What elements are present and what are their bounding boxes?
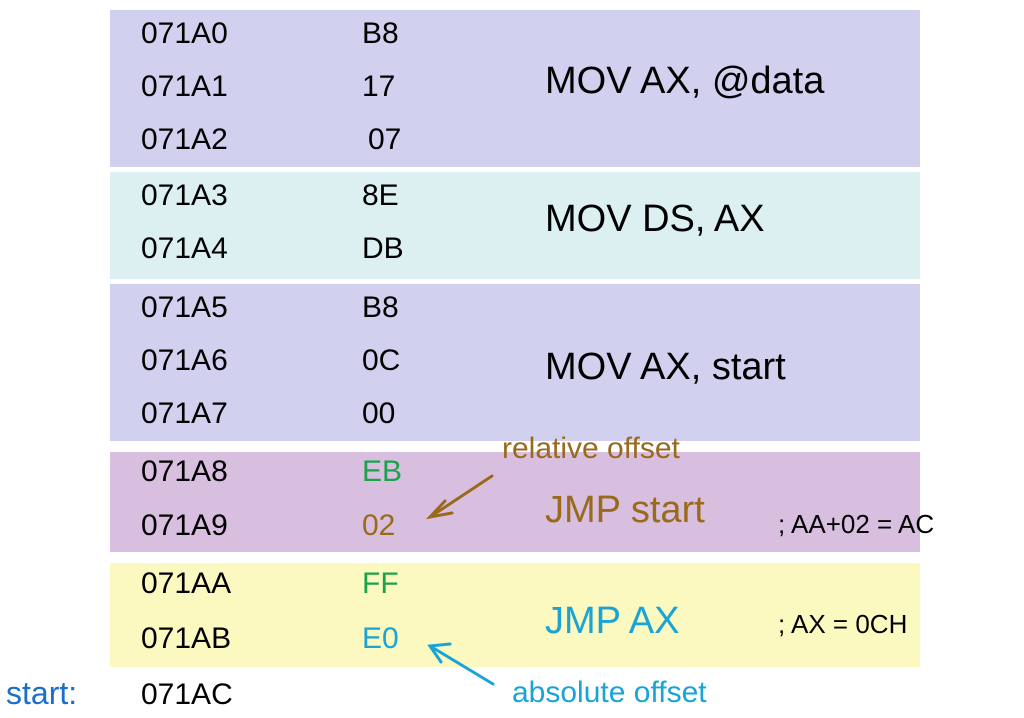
instruction-text: MOV AX, @data (545, 60, 825, 102)
address: 071A8 (141, 455, 228, 488)
byte-value: 07 (368, 123, 402, 156)
address: 071AC (141, 678, 233, 711)
address: 071AB (141, 622, 232, 655)
byte-value: 02 (362, 509, 396, 542)
relative-offset-label: relative offset (502, 432, 680, 465)
byte-value: EB (362, 455, 403, 488)
block-jmp-start (110, 452, 920, 552)
address: 071A2 (141, 123, 228, 156)
start-label: start: (6, 675, 78, 711)
instruction-text: MOV AX, start (545, 346, 786, 388)
address: 071A1 (141, 70, 228, 103)
instruction-comment: ; AX = 0CH (778, 609, 908, 639)
absolute-offset-label: absolute offset (512, 676, 707, 709)
byte-value: 00 (362, 397, 396, 430)
byte-value: B8 (362, 291, 399, 324)
byte-value: 0C (362, 344, 401, 377)
block-mov-ds-ax (110, 172, 920, 279)
address: 071A7 (141, 397, 228, 430)
instruction-text: JMP AX (545, 600, 680, 642)
instruction-text: JMP start (545, 489, 705, 531)
address: 071A5 (141, 291, 228, 324)
address: 071A3 (141, 179, 228, 212)
byte-value: B8 (362, 17, 399, 50)
address: 071A9 (141, 509, 228, 542)
byte-value: DB (362, 232, 404, 265)
block-mov-ax-start (110, 284, 920, 441)
address: 071A0 (141, 17, 228, 50)
address: 071A6 (141, 344, 228, 377)
byte-value: E0 (362, 622, 399, 655)
block-mov-ax-data (110, 10, 920, 167)
instruction-text: MOV DS, AX (545, 198, 765, 240)
instruction-comment: ; AA+02 = AC (778, 509, 935, 539)
byte-value: 17 (362, 70, 396, 103)
address: 071A4 (141, 232, 228, 265)
block-jmp-ax (110, 563, 920, 667)
byte-value: FF (362, 567, 399, 600)
address: 071AA (141, 567, 232, 600)
byte-value: 8E (362, 179, 399, 212)
